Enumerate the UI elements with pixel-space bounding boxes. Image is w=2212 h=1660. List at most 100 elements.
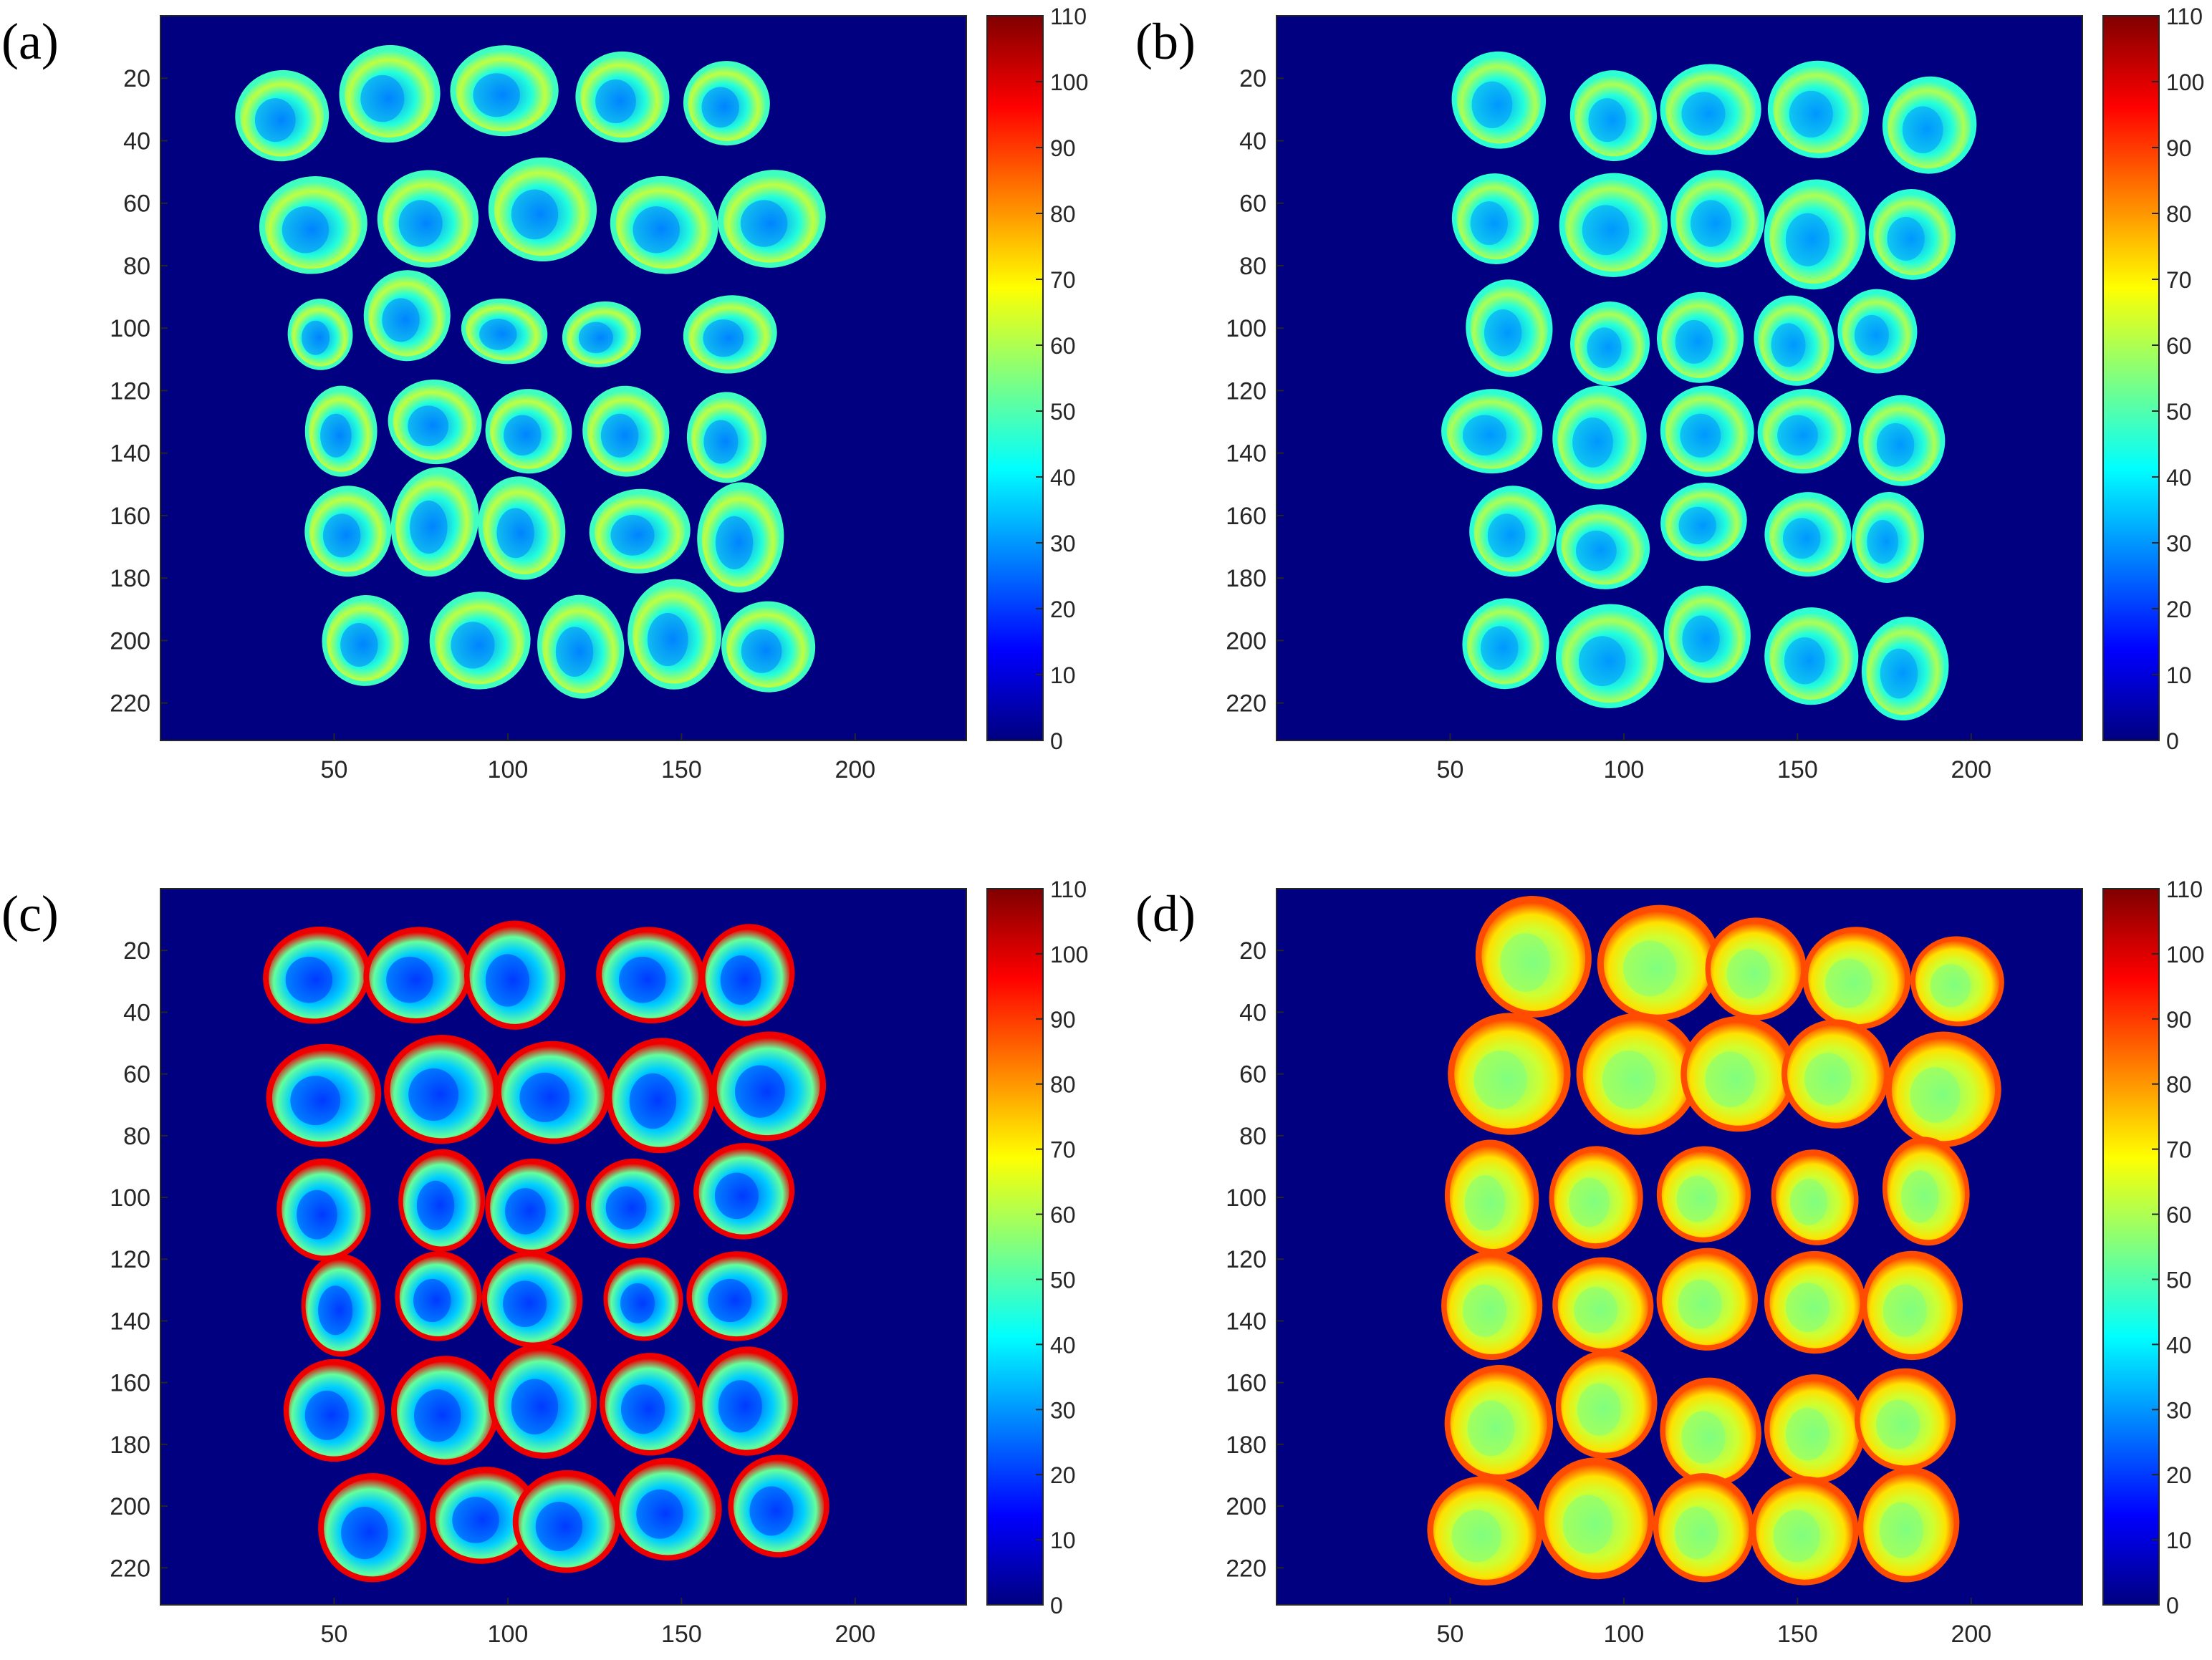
colorbar-tick-label: 50 — [1050, 1267, 1076, 1293]
y-tick-label: 100 — [110, 1184, 150, 1212]
y-tick-label: 200 — [1226, 1493, 1266, 1520]
kernel-core — [1880, 648, 1918, 699]
kernel-core — [1678, 506, 1716, 545]
x-tick-label: 50 — [321, 1621, 348, 1648]
colorbar-tick-label: 30 — [2166, 531, 2192, 556]
kernel-core — [1681, 1411, 1726, 1464]
kernel-core — [1569, 1177, 1610, 1227]
panel-label: (b) — [1135, 13, 1196, 70]
colorbar-tick-label: 100 — [1050, 69, 1088, 95]
heatmap-image — [1427, 895, 2004, 1586]
colorbar-tick-label: 0 — [1050, 1593, 1063, 1618]
x-tick-label: 200 — [1951, 1621, 1991, 1648]
kernel-core — [1487, 513, 1526, 558]
kernel-core — [452, 1497, 499, 1543]
panel-label: (c) — [1, 885, 59, 942]
y-tick-label: 80 — [1239, 253, 1266, 280]
kernel-core — [1462, 415, 1507, 456]
kernel-core — [1785, 1408, 1829, 1461]
kernel-core — [340, 622, 378, 667]
kernel-core — [1462, 1284, 1507, 1337]
kernel-core — [629, 1073, 677, 1129]
colorbar-tick-label: 70 — [1050, 1137, 1076, 1163]
kernel-core — [1785, 1283, 1829, 1332]
kernel-core — [386, 956, 433, 1003]
colorbar-tick-label: 90 — [2166, 1007, 2192, 1033]
kernel-core — [1675, 319, 1713, 364]
colorbar-tick-label: 100 — [2166, 69, 2204, 95]
colorbar-tick-label: 10 — [2166, 662, 2192, 688]
colorbar-tick-label: 0 — [2166, 728, 2179, 754]
colorbar-tick-label: 70 — [1050, 267, 1076, 293]
colorbar-tick-label: 90 — [2166, 135, 2192, 161]
kernel-core — [1789, 1179, 1828, 1225]
kernel-core — [749, 1486, 794, 1536]
kernel-core — [620, 1283, 655, 1323]
kernel-core — [1680, 413, 1721, 458]
y-tick-label: 220 — [110, 690, 150, 718]
kernel-core — [740, 200, 788, 247]
kernel-core — [578, 322, 613, 354]
colorbar-tick-label: 40 — [1050, 465, 1076, 491]
colorbar-tick-label: 20 — [2166, 597, 2192, 622]
kernel-core — [1900, 1170, 1939, 1223]
kernel-core — [1804, 1053, 1852, 1106]
x-tick-label: 150 — [661, 756, 702, 783]
colorbar-tick-label: 80 — [2166, 1072, 2192, 1098]
kernel-core — [1481, 626, 1519, 670]
x-tick-label: 50 — [1437, 1621, 1464, 1648]
colorbar-tick-label: 90 — [1050, 1007, 1076, 1033]
y-tick-label: 140 — [1226, 1308, 1266, 1335]
y-tick-label: 60 — [1239, 1061, 1266, 1089]
kernel-core — [322, 513, 361, 558]
x-tick-label: 50 — [321, 756, 348, 783]
colorbar-tick-label: 50 — [1050, 399, 1076, 425]
colorbar-tick-label: 80 — [2166, 201, 2192, 227]
panel-3: (c)50 100 150 20020406080100120140160180200… — [1, 877, 1088, 1648]
kernel-core — [1451, 1510, 1502, 1563]
kernel-core — [320, 413, 352, 458]
kernel-core — [1771, 323, 1806, 367]
kernel-core — [1602, 1050, 1656, 1109]
panel-label: (a) — [1, 13, 59, 70]
colorbar-tick-label: 20 — [1050, 1462, 1076, 1488]
y-tick-label: 40 — [1239, 999, 1266, 1026]
y-tick-label: 60 — [123, 1061, 150, 1089]
kernel-core — [1825, 958, 1872, 1008]
colorbar — [2102, 888, 2160, 1606]
kernel-core — [600, 413, 639, 458]
kernel-core — [485, 954, 529, 1007]
colorbar-tick-label: 60 — [2166, 333, 2192, 359]
kernel-core — [1783, 518, 1821, 559]
kernel-core — [519, 1072, 570, 1122]
colorbar-tick-label: 30 — [1050, 1397, 1076, 1423]
kernel-core — [1876, 423, 1915, 467]
colorbar-tick-label: 10 — [1050, 662, 1076, 688]
colorbar-tick-label: 60 — [1050, 333, 1076, 359]
kernel-core — [1500, 933, 1551, 992]
x-tick-label: 50 — [1437, 756, 1464, 783]
kernel-core — [1622, 940, 1677, 996]
colorbar-tick-label: 110 — [2166, 877, 2203, 902]
x-tick-label: 200 — [835, 756, 875, 783]
colorbar-tick-label: 10 — [2166, 1528, 2192, 1553]
kernel-core — [505, 1188, 546, 1235]
kernel-core — [1471, 81, 1513, 129]
kernel-core — [1726, 949, 1771, 999]
kernel-core — [1910, 1067, 1961, 1123]
kernel-core — [1574, 1287, 1618, 1333]
kernel-core — [1575, 530, 1617, 571]
y-tick-label: 160 — [1226, 1370, 1266, 1397]
kernel-core — [413, 1389, 461, 1442]
kernel-core — [647, 613, 688, 667]
y-tick-label: 220 — [110, 1555, 150, 1582]
colorbar-tick-label: 60 — [1050, 1202, 1076, 1228]
kernel-core — [1682, 615, 1720, 662]
kernel-core — [610, 515, 655, 556]
y-tick-label: 140 — [110, 440, 150, 468]
kernel-core — [1902, 106, 1943, 153]
y-tick-label: 120 — [110, 1246, 150, 1273]
kernel-core — [1464, 1175, 1506, 1231]
kernel-core — [636, 1489, 683, 1539]
kernel-core — [633, 206, 680, 254]
